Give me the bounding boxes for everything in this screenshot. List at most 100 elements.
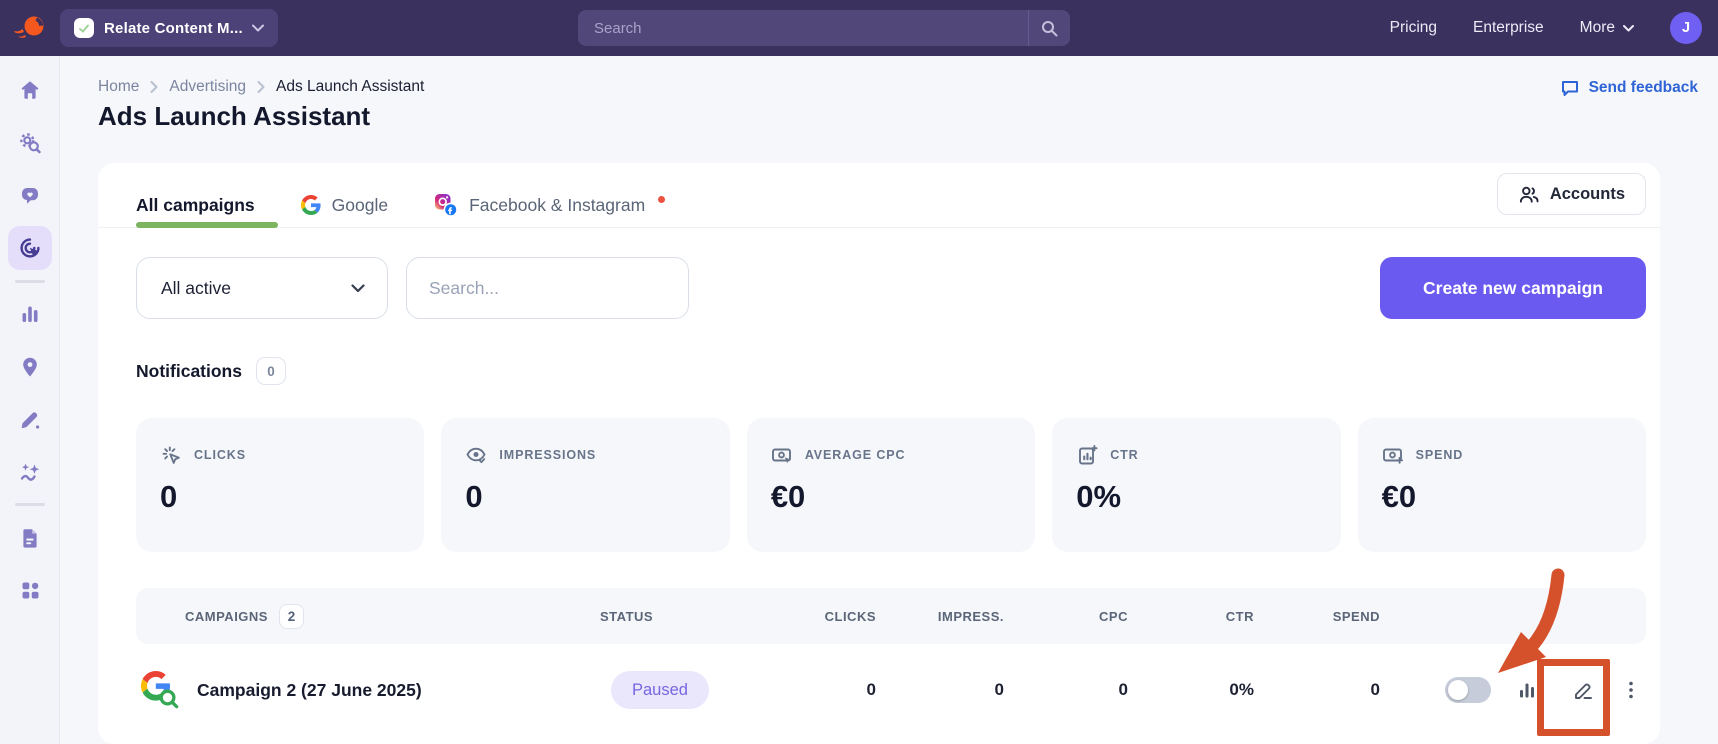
toggle-knob: [1448, 680, 1468, 700]
stat-card-spend: SPEND €0: [1357, 418, 1647, 552]
sidebar-item-home[interactable]: [19, 79, 41, 101]
bar-chart-icon: [1520, 683, 1534, 698]
chevron-down-icon: [252, 24, 264, 32]
user-avatar[interactable]: J: [1670, 12, 1702, 44]
status-badge: Paused: [611, 671, 709, 709]
campaign-tabs: All campaigns Google: [136, 185, 666, 225]
column-spend: SPEND: [1332, 608, 1380, 624]
breadcrumb-home[interactable]: Home: [98, 78, 140, 95]
spend-icon: [1382, 448, 1403, 464]
status-filter-select[interactable]: All active: [136, 257, 388, 319]
campaign-name[interactable]: Campaign 2 (27 June 2025): [197, 679, 422, 700]
sidebar-item-advertising[interactable]: [19, 237, 41, 259]
send-feedback-label: Send feedback: [1588, 79, 1698, 96]
tab-facebook-instagram[interactable]: Facebook & Instagram: [434, 193, 666, 217]
brand-logo[interactable]: [12, 10, 48, 46]
sidebar-item-seo[interactable]: [19, 132, 41, 154]
google-ads-icon: [141, 671, 179, 709]
edit-campaign-button[interactable]: [1572, 679, 1594, 701]
stat-card-ctr: CTR 0%: [1052, 418, 1341, 552]
impressions-icon: [466, 447, 486, 464]
edit-pencil-icon: [1575, 683, 1592, 699]
stat-value: 0: [160, 479, 178, 514]
nav-more-menu[interactable]: More: [1580, 19, 1634, 37]
sidebar-item-ai[interactable]: [19, 461, 41, 483]
feedback-chat-icon: [1561, 81, 1578, 96]
global-search: [578, 10, 1070, 46]
stat-label: SPEND: [1415, 448, 1464, 462]
document-icon: [23, 529, 37, 548]
icon-sidebar: [0, 56, 60, 744]
project-favicon: [74, 18, 94, 38]
tabs-divider: [98, 227, 1660, 228]
create-campaign-button[interactable]: Create new campaign: [1380, 257, 1646, 319]
campaign-search-input[interactable]: [407, 258, 688, 318]
ctr-icon: [1079, 445, 1098, 465]
stat-value: 0%: [1076, 479, 1122, 514]
heart-bubble-icon: [22, 188, 38, 204]
tab-google-label: Google: [331, 194, 389, 215]
search-icon: [1042, 20, 1058, 36]
comet-logo-icon: [14, 16, 44, 38]
top-navbar: Relate Content M... Pricing Enterprise M…: [0, 0, 1718, 56]
stat-label: CTR: [1110, 448, 1139, 462]
sidebar-item-reports[interactable]: [19, 527, 41, 549]
project-selector[interactable]: Relate Content M...: [60, 9, 278, 47]
page-title: Ads Launch Assistant: [98, 101, 371, 131]
column-cpc: CPC: [1099, 608, 1128, 624]
stat-value: €0: [1381, 479, 1417, 514]
sidebar-item-apps[interactable]: [19, 579, 41, 601]
active-tab-underline: [136, 222, 278, 228]
cell-spend: 0: [1370, 680, 1380, 699]
stat-card-average-cpc: AVERAGE CPC €0: [746, 418, 1036, 552]
global-search-input[interactable]: [578, 10, 1028, 46]
stats-row: CLICKS 0 IMPRESSIONS 0: [136, 418, 1647, 552]
sidebar-item-social[interactable]: [19, 185, 41, 207]
campaign-toggle[interactable]: [1445, 677, 1491, 703]
sidebar-item-analytics[interactable]: [19, 303, 41, 325]
sidebar-item-content[interactable]: [19, 408, 41, 430]
tab-google[interactable]: Google: [300, 194, 389, 216]
accounts-button[interactable]: Accounts: [1496, 173, 1646, 215]
breadcrumb-advertising[interactable]: Advertising: [169, 78, 247, 95]
tab-all-campaigns-label: All campaigns: [136, 194, 255, 215]
chevron-right-icon: [257, 81, 265, 93]
sidebar-divider: [15, 503, 45, 506]
campaign-stats-button[interactable]: [1516, 679, 1538, 701]
tab-all-campaigns[interactable]: All campaigns: [136, 195, 255, 216]
send-feedback-button[interactable]: Send feedback: [1560, 78, 1698, 98]
row-menu-button[interactable]: [1624, 679, 1638, 701]
average-cpc-icon: [771, 448, 791, 464]
bar-chart-icon: [22, 306, 38, 322]
sparkles-trend-icon: [20, 463, 40, 481]
tab-facebook-instagram-label: Facebook & Instagram: [469, 194, 646, 215]
sidebar-item-local[interactable]: [19, 356, 41, 378]
cell-ctr: 0%: [1229, 680, 1254, 699]
campaign-row: Campaign 2 (27 June 2025) Paused 0 0 0 0…: [136, 658, 1646, 722]
gear-search-icon: [20, 133, 41, 154]
breadcrumb: Home Advertising Ads Launch Assistant: [98, 78, 424, 96]
accounts-button-label: Accounts: [1549, 184, 1625, 203]
campaigns-panel: All campaigns Google: [98, 163, 1660, 744]
nav-more-label: More: [1579, 19, 1615, 36]
click-target-icon: [20, 238, 40, 258]
home-icon: [21, 81, 39, 99]
search-submit-button[interactable]: [1028, 10, 1070, 46]
pencil-icon: [21, 412, 40, 429]
campaigns-table-header: CAMPAIGNS 2 STATUS CLICKS IMPRESS. CPC C…: [136, 588, 1646, 644]
nav-link-enterprise[interactable]: Enterprise: [1473, 19, 1544, 36]
column-ctr: CTR: [1225, 608, 1254, 624]
cell-cpc: 0: [1118, 680, 1128, 699]
status-filter-value: All active: [161, 277, 232, 298]
cell-impress: 0: [994, 680, 1004, 699]
notifications-section: Notifications 0: [136, 357, 286, 385]
project-selector-label: Relate Content M...: [104, 19, 242, 37]
nav-link-pricing[interactable]: Pricing: [1389, 19, 1438, 36]
sidebar-divider: [15, 280, 45, 283]
chevron-down-icon: [351, 283, 365, 292]
grid-shapes-icon: [22, 582, 39, 599]
google-icon: [300, 195, 321, 215]
notifications-count-badge: 0: [255, 357, 286, 385]
column-campaigns: CAMPAIGNS 2: [185, 588, 304, 644]
stat-label: CLICKS: [194, 448, 246, 462]
